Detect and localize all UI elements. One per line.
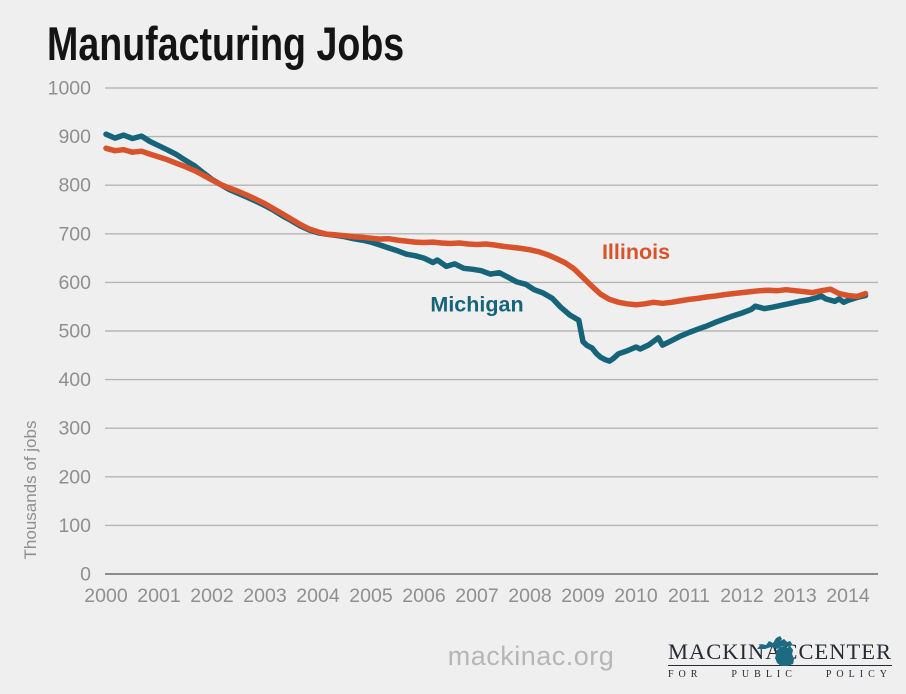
- y-tick-label: 100: [58, 515, 91, 537]
- y-tick-label: 700: [58, 223, 91, 245]
- x-tick-label: 2008: [508, 585, 551, 607]
- y-tick-label: 0: [80, 564, 91, 586]
- x-tick-label: 2007: [455, 585, 498, 607]
- michigan-line: [103, 131, 869, 364]
- x-tick-label: 2011: [668, 585, 710, 607]
- y-tick-label: 400: [58, 369, 91, 391]
- logo-tagline: FOR PUBLIC POLICY: [668, 669, 892, 680]
- logo-wordmark: MACKINAC CENTER: [668, 636, 893, 666]
- y-tick-label: 600: [58, 272, 91, 294]
- x-tick-label: 2000: [84, 585, 128, 607]
- x-tick-label: 2010: [614, 585, 658, 607]
- logo-tagline-word: FOR: [668, 668, 703, 680]
- michigan-state-icon: [757, 636, 795, 666]
- y-tick-label: 300: [58, 418, 91, 440]
- illinois-series-label: Illinois: [602, 240, 670, 264]
- logo-tagline-word: PUBLIC: [731, 668, 797, 680]
- y-axis-title: Thousands of jobs: [21, 421, 40, 560]
- x-tick-label: 2009: [561, 585, 604, 607]
- x-tick-label: 2006: [402, 585, 445, 607]
- illinois-line: [103, 145, 869, 308]
- x-tick-label: 2014: [826, 585, 870, 607]
- x-tick-label: 2002: [190, 585, 233, 607]
- y-tick-label: 200: [58, 466, 91, 488]
- logo-tagline-word: POLICY: [825, 668, 892, 680]
- mackinac-center-logo: MACKINAC CENTER FOR PUBLIC POLICY: [668, 636, 893, 680]
- michigan-series-label: Michigan: [430, 293, 523, 317]
- x-tick-label: 2012: [720, 585, 763, 607]
- y-tick-label: 500: [58, 321, 91, 343]
- x-tick-label: 2005: [349, 585, 393, 607]
- x-tick-label: 2001: [137, 585, 180, 607]
- y-tick-label: 800: [58, 175, 91, 197]
- chart-title: Manufacturing Jobs: [47, 17, 405, 70]
- x-tick-label: 2013: [773, 585, 816, 607]
- y-tick-label: 900: [58, 126, 91, 148]
- y-tick-label: 1000: [48, 78, 92, 100]
- x-tick-label: 2003: [243, 585, 286, 607]
- logo-word-right: CENTER: [798, 639, 893, 664]
- x-tick-label: 2004: [296, 585, 340, 607]
- watermark-url: mackinac.org: [447, 641, 615, 671]
